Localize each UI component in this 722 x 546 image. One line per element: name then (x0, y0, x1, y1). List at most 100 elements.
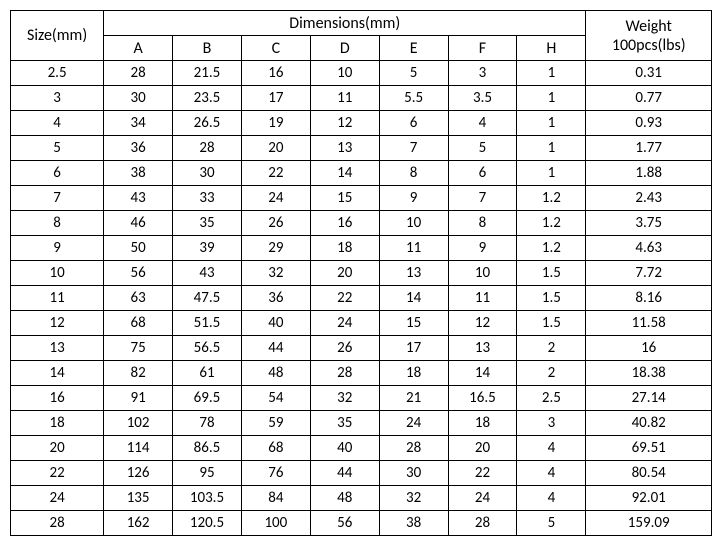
cell-weight: 18.38 (586, 361, 712, 386)
cell-size: 24 (11, 486, 104, 511)
cell-C: 76 (241, 461, 310, 486)
cell-D: 11 (310, 86, 379, 111)
cell-H: 2.5 (517, 386, 586, 411)
cell-A: 68 (104, 311, 173, 336)
cell-E: 15 (379, 311, 448, 336)
header-col-H: H (517, 36, 586, 61)
cell-H: 1 (517, 86, 586, 111)
cell-A: 46 (104, 211, 173, 236)
cell-size: 5 (11, 136, 104, 161)
cell-A: 75 (104, 336, 173, 361)
cell-A: 38 (104, 161, 173, 186)
table-row: 2.52821.516105310.31 (11, 61, 712, 86)
cell-D: 40 (310, 436, 379, 461)
cell-weight: 1.88 (586, 161, 712, 186)
cell-H: 1.5 (517, 311, 586, 336)
cell-H: 1.5 (517, 261, 586, 286)
cell-size: 6 (11, 161, 104, 186)
cell-weight: 1.77 (586, 136, 712, 161)
cell-E: 38 (379, 511, 448, 536)
cell-B: 33 (173, 186, 242, 211)
table-row: 116347.5362214111.58.16 (11, 286, 712, 311)
cell-F: 12 (448, 311, 517, 336)
header-col-F: F (448, 36, 517, 61)
cell-C: 68 (241, 436, 310, 461)
cell-size: 10 (11, 261, 104, 286)
cell-B: 43 (173, 261, 242, 286)
cell-weight: 0.93 (586, 111, 712, 136)
cell-D: 26 (310, 336, 379, 361)
cell-D: 20 (310, 261, 379, 286)
cell-C: 29 (241, 236, 310, 261)
cell-weight: 3.75 (586, 211, 712, 236)
cell-B: 30 (173, 161, 242, 186)
cell-weight: 11.58 (586, 311, 712, 336)
cell-E: 14 (379, 286, 448, 311)
table-row: 43426.519126410.93 (11, 111, 712, 136)
cell-A: 82 (104, 361, 173, 386)
table-row: 28162120.51005638285159.09 (11, 511, 712, 536)
cell-D: 16 (310, 211, 379, 236)
cell-H: 1.2 (517, 211, 586, 236)
cell-D: 35 (310, 411, 379, 436)
cell-weight: 8.16 (586, 286, 712, 311)
cell-E: 9 (379, 186, 448, 211)
cell-A: 162 (104, 511, 173, 536)
cell-B: 35 (173, 211, 242, 236)
cell-A: 30 (104, 86, 173, 111)
cell-B: 120.5 (173, 511, 242, 536)
cell-E: 21 (379, 386, 448, 411)
cell-F: 11 (448, 286, 517, 311)
cell-C: 59 (241, 411, 310, 436)
cell-size: 9 (11, 236, 104, 261)
cell-weight: 2.43 (586, 186, 712, 211)
cell-D: 15 (310, 186, 379, 211)
cell-H: 1.2 (517, 186, 586, 211)
cell-F: 6 (448, 161, 517, 186)
header-col-D: D (310, 36, 379, 61)
cell-C: 32 (241, 261, 310, 286)
cell-E: 32 (379, 486, 448, 511)
cell-B: 21.5 (173, 61, 242, 86)
cell-A: 28 (104, 61, 173, 86)
header-weight: Weight 100pcs(lbs) (586, 11, 712, 61)
cell-A: 126 (104, 461, 173, 486)
cell-D: 56 (310, 511, 379, 536)
cell-C: 36 (241, 286, 310, 311)
cell-H: 3 (517, 411, 586, 436)
cell-D: 12 (310, 111, 379, 136)
cell-B: 69.5 (173, 386, 242, 411)
table-row: 221269576443022480.54 (11, 461, 712, 486)
header-dimensions: Dimensions(mm) (104, 11, 586, 36)
header-weight-line2: 100pcs(lbs) (586, 36, 711, 55)
cell-F: 28 (448, 511, 517, 536)
cell-A: 91 (104, 386, 173, 411)
cell-E: 6 (379, 111, 448, 136)
cell-F: 3 (448, 61, 517, 86)
cell-F: 8 (448, 211, 517, 236)
cell-C: 20 (241, 136, 310, 161)
cell-E: 5 (379, 61, 448, 86)
cell-weight: 16 (586, 336, 712, 361)
cell-size: 20 (11, 436, 104, 461)
cell-size: 16 (11, 386, 104, 411)
cell-F: 20 (448, 436, 517, 461)
cell-E: 11 (379, 236, 448, 261)
cell-H: 2 (517, 336, 586, 361)
header-size: Size(mm) (11, 11, 104, 61)
cell-C: 24 (241, 186, 310, 211)
table-row: 6383022148611.88 (11, 161, 712, 186)
cell-weight: 80.54 (586, 461, 712, 486)
cell-size: 8 (11, 211, 104, 236)
table-row: 181027859352418340.82 (11, 411, 712, 436)
cell-weight: 40.82 (586, 411, 712, 436)
cell-D: 13 (310, 136, 379, 161)
cell-B: 23.5 (173, 86, 242, 111)
cell-B: 47.5 (173, 286, 242, 311)
cell-E: 17 (379, 336, 448, 361)
cell-H: 1 (517, 111, 586, 136)
dimensions-table: Size(mm) Dimensions(mm) Weight 100pcs(lb… (10, 10, 712, 536)
table-row: 8463526161081.23.75 (11, 211, 712, 236)
cell-size: 3 (11, 86, 104, 111)
cell-F: 13 (448, 336, 517, 361)
